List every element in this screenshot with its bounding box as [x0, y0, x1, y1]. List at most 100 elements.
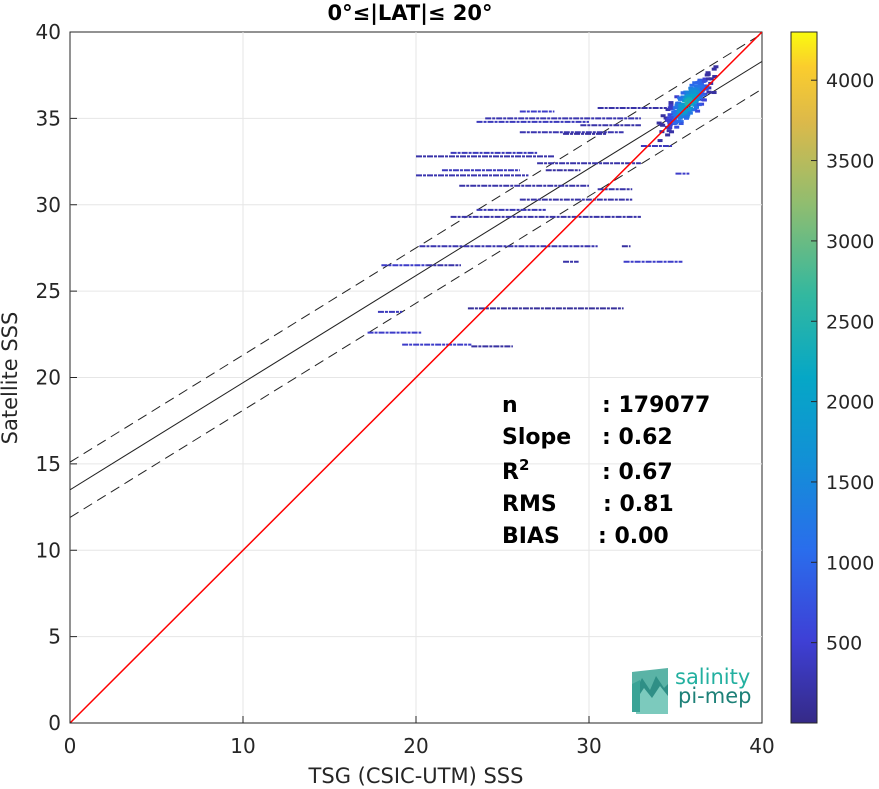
- density-cell: [667, 123, 673, 127]
- density-cell: [706, 90, 712, 94]
- density-cell: [666, 129, 672, 133]
- density-cell: [711, 91, 717, 95]
- density-cell: [672, 106, 678, 110]
- stat-value: : 0.62: [602, 425, 673, 450]
- y-tick-label: 35: [36, 106, 61, 130]
- density-cell: [684, 93, 690, 97]
- density-cell: [692, 81, 698, 85]
- density-cell: [705, 72, 711, 76]
- density-cell: [692, 108, 698, 112]
- x-tick-label: 20: [403, 734, 428, 758]
- wave-logo-icon: [632, 668, 668, 714]
- density-cell: [701, 98, 707, 102]
- density-cell: [696, 103, 702, 107]
- density-cell: [703, 87, 709, 91]
- x-tick-label: 40: [749, 734, 774, 758]
- density-cell: [679, 104, 685, 108]
- density-cell: [676, 110, 682, 114]
- y-tick-label: 20: [36, 366, 61, 390]
- density-cell: [691, 87, 697, 91]
- y-tick-label: 25: [36, 279, 61, 303]
- density-cell: [668, 116, 674, 120]
- stat-label: n: [502, 393, 518, 418]
- density-cell: [667, 106, 673, 110]
- density-cell: [688, 89, 694, 93]
- density-cell: [680, 108, 686, 112]
- colorbar-tick-label: 2000: [826, 392, 874, 414]
- density-cell: [708, 77, 714, 81]
- density-cell: [682, 110, 688, 114]
- density-cell: [694, 97, 700, 101]
- density-cell: [693, 84, 699, 88]
- density-cell: [658, 122, 664, 126]
- density-cell: [672, 121, 678, 125]
- density-cell: [699, 85, 705, 89]
- density-cell: [683, 115, 689, 119]
- density-cell: [674, 103, 680, 107]
- density-cell: [697, 78, 703, 82]
- stat-superscript: 2: [519, 456, 529, 474]
- stat-value: : 0.00: [598, 524, 669, 549]
- y-axis-ticks: 0 5 10 15 20 25 30 35 40: [36, 20, 77, 735]
- density-cell: [667, 113, 673, 117]
- density-cell: [688, 86, 694, 90]
- density-cell: [678, 122, 684, 126]
- density-cell: [665, 108, 671, 112]
- colorbar: [790, 31, 818, 724]
- density-cell: [680, 91, 686, 95]
- density-cell: [696, 80, 702, 84]
- density-cell: [666, 118, 672, 122]
- colorbar-tick-label: 1500: [826, 472, 874, 494]
- density-cell: [695, 109, 701, 113]
- density-cell: [677, 116, 683, 120]
- density-cell: [668, 103, 674, 107]
- regression-line: [70, 60, 762, 491]
- density-cell: [711, 67, 717, 71]
- density-cell: [687, 111, 693, 115]
- density-cell: [689, 91, 695, 95]
- density-cell: [685, 112, 691, 116]
- stat-value: : 0.67: [602, 460, 673, 485]
- density-cell: [699, 93, 705, 97]
- density-cell: [675, 120, 681, 124]
- density-cell: [674, 112, 680, 116]
- density-cell: [671, 110, 677, 114]
- colorbar-ticks: 500 1000 1500 2000 2500 3000 3500 4000: [811, 70, 874, 655]
- regression-lines: [70, 33, 762, 518]
- grid-lines: [70, 32, 762, 723]
- density-cell: [700, 88, 706, 92]
- density-cell: [681, 115, 687, 119]
- density-cell: [686, 97, 692, 101]
- density-cell: [693, 104, 699, 108]
- y-tick-label: 10: [36, 538, 61, 562]
- stat-label: RMS: [502, 492, 557, 517]
- density-cell: [697, 95, 703, 99]
- density-cell: [663, 116, 669, 120]
- density-cell: [674, 95, 680, 99]
- identity-line: [70, 32, 762, 723]
- chart-title: 0°≤|LAT|≤ 20°: [327, 1, 492, 26]
- density-cell: [665, 133, 671, 137]
- identity-line-group: [70, 32, 762, 723]
- colorbar-tick-label: 2500: [826, 311, 874, 333]
- density-cell: [702, 77, 708, 81]
- y-tick-label: 30: [36, 193, 61, 217]
- density-cell: [674, 125, 680, 129]
- colorbar-tick-label: 500: [826, 633, 862, 655]
- density-cell: [684, 90, 690, 94]
- density-cell: [678, 97, 684, 101]
- stat-label: Slope: [502, 425, 571, 450]
- upper-band-line: [70, 33, 762, 463]
- density-cell: [657, 139, 663, 143]
- density-cell: [713, 65, 719, 69]
- x-tick-label: 0: [64, 734, 77, 758]
- y-axis-label: Satellite SSS: [0, 312, 22, 445]
- density-cell: [705, 71, 711, 75]
- density-cell: [685, 108, 691, 112]
- y-tick-label: 15: [36, 452, 61, 476]
- colorbar-tick-label: 3500: [826, 151, 874, 173]
- density-cell: [680, 95, 686, 99]
- lower-band-line: [70, 88, 762, 518]
- density-cell: [668, 101, 674, 105]
